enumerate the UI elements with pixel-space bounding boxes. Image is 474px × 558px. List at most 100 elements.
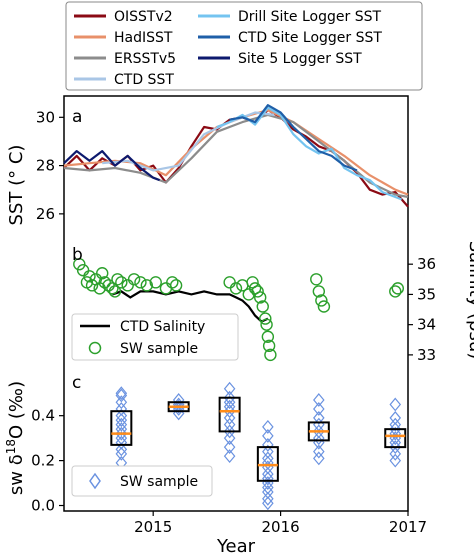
y-tick-label-salinity: 33 xyxy=(417,346,436,364)
sw-sample-point xyxy=(312,285,326,298)
sw-sample-diamond xyxy=(262,491,274,506)
y-axis-title-d18o-suffix: O (‰) xyxy=(6,381,27,439)
ctd-salinity-line xyxy=(112,290,269,323)
sw-sample-point xyxy=(169,279,183,292)
x-axis: 2015 2016 2017 xyxy=(134,511,427,536)
y-tick-label-sst: 30 xyxy=(36,108,55,126)
legend-b-frame xyxy=(71,313,239,361)
y-tick-label-sst: 26 xyxy=(36,205,55,223)
panel-label-a: a xyxy=(72,107,82,127)
legend-c-frame xyxy=(71,465,213,497)
sw-sample-diamond xyxy=(223,381,236,396)
sw-sample-diamond xyxy=(115,446,128,461)
sw-sample-point xyxy=(223,276,236,289)
y-tick-label-sst: 28 xyxy=(36,157,55,175)
sw-sample-diamond xyxy=(172,399,185,414)
sw-sample-diamond xyxy=(223,424,236,439)
y-tick-label-d18o: 0.4 xyxy=(31,407,55,425)
sw-sample-point xyxy=(140,279,154,292)
panel-label-c: c xyxy=(72,373,81,393)
sst-series-line xyxy=(102,111,275,172)
sw-sample-point xyxy=(96,267,109,280)
sw-sample-diamond xyxy=(115,417,128,432)
sw-sample-diamond xyxy=(115,408,128,423)
sw-sample-point xyxy=(315,294,328,307)
sw-sample-diamond xyxy=(262,476,274,490)
y-axis-title-d18o-prefix: sw δ xyxy=(6,454,27,495)
sw-sample-point xyxy=(256,300,269,313)
sw-sample-diamond xyxy=(313,444,325,459)
sw-sample-point xyxy=(389,285,402,298)
legend-top-label: OISSTv2 xyxy=(114,9,173,25)
sw-sample-diamond xyxy=(262,444,274,459)
sw-sample-diamond xyxy=(223,431,236,446)
sw-sample-diamond xyxy=(115,386,128,401)
y-tick-label-d18o: 0.2 xyxy=(31,452,55,470)
legend-c-label-sw-sample: SW sample xyxy=(120,474,198,490)
legend-top-label: ERSSTv5 xyxy=(114,51,176,67)
x-tick-label: 2015 xyxy=(134,518,172,536)
sw-sample-diamond xyxy=(262,428,274,443)
y-tick-label-salinity: 36 xyxy=(417,255,436,273)
sw-sample-diamond xyxy=(262,471,274,486)
sw-sample-point xyxy=(159,282,173,295)
sst-series-line xyxy=(63,113,409,199)
y-tick-label-salinity: 35 xyxy=(417,285,436,303)
sw-sample-diamond xyxy=(313,435,325,450)
sw-sample-diamond xyxy=(115,388,128,403)
x-tick-label: 2017 xyxy=(389,518,427,536)
sw-sample-point xyxy=(259,312,272,325)
sw-sample-point xyxy=(310,273,323,286)
legend-top-label: Drill Site Logger SST xyxy=(238,9,381,25)
sw-sample-diamond xyxy=(262,480,274,495)
sw-sample-diamond xyxy=(389,453,402,468)
panel-label-b: b xyxy=(72,245,83,265)
sw-sample-point xyxy=(229,282,243,295)
legend-b: CTD Salinity SW sample xyxy=(71,313,239,361)
sw-sample-point xyxy=(166,276,179,289)
sw-sample-point xyxy=(149,276,162,289)
legend-c: SW sample xyxy=(71,465,213,497)
sst-series-line xyxy=(63,150,160,182)
sw-sample-diamond xyxy=(313,431,325,446)
sw-sample-point xyxy=(85,279,99,292)
sw-sample-diamond xyxy=(223,440,236,455)
sw-sample-point xyxy=(261,330,275,343)
sw-sample-diamond xyxy=(223,449,236,464)
sw-sample-point xyxy=(134,276,147,289)
legend-top-label: CTD SST xyxy=(114,72,174,88)
sw-sample-point xyxy=(121,279,134,292)
x-tick-label: 2016 xyxy=(261,518,299,536)
sw-sample-diamond xyxy=(262,455,274,470)
sw-sample-point xyxy=(108,285,122,298)
sw-sample-diamond xyxy=(313,410,325,425)
legend-c-diamond-swatch xyxy=(89,472,101,490)
y-axis-title-salinity: Salinity (psu) xyxy=(465,241,474,360)
box-iqr xyxy=(218,396,241,433)
sw-sample-diamond xyxy=(223,390,236,405)
sw-sample-diamond xyxy=(223,410,236,425)
sst-series-line xyxy=(229,104,358,172)
sw-sample-point xyxy=(262,339,276,353)
sw-sample-diamond xyxy=(389,410,402,425)
sw-sample-point xyxy=(260,318,273,331)
sw-sample-diamond xyxy=(262,496,274,511)
legend-b-marker-swatch xyxy=(88,341,102,355)
sw-sample-point xyxy=(246,276,259,289)
sw-sample-diamond xyxy=(389,397,402,412)
sw-sample-point xyxy=(391,282,405,295)
y-axis-title-d18o-sup: 18 xyxy=(4,439,18,454)
sw-sample-point xyxy=(317,300,331,313)
x-axis-title: Year xyxy=(216,536,256,557)
legend-top-label: Site 5 Logger SST xyxy=(238,51,362,67)
sw-sample-point xyxy=(83,270,96,283)
sw-sample-diamond xyxy=(115,413,128,428)
box-iqr xyxy=(384,428,407,449)
panel-c-d18o: 0.0 0.2 0.4 xyxy=(31,381,407,515)
legend-top: OISSTv2 HadISST ERSSTv5 CTD SST Drill Site L… xyxy=(65,1,423,91)
legend-top-label: HadISST xyxy=(114,30,173,46)
y-tick-label-d18o: 0.0 xyxy=(31,497,55,515)
y-axis-title-d18o: sw δ18O (‰) xyxy=(4,381,27,495)
sw-sample-diamond xyxy=(115,402,128,416)
